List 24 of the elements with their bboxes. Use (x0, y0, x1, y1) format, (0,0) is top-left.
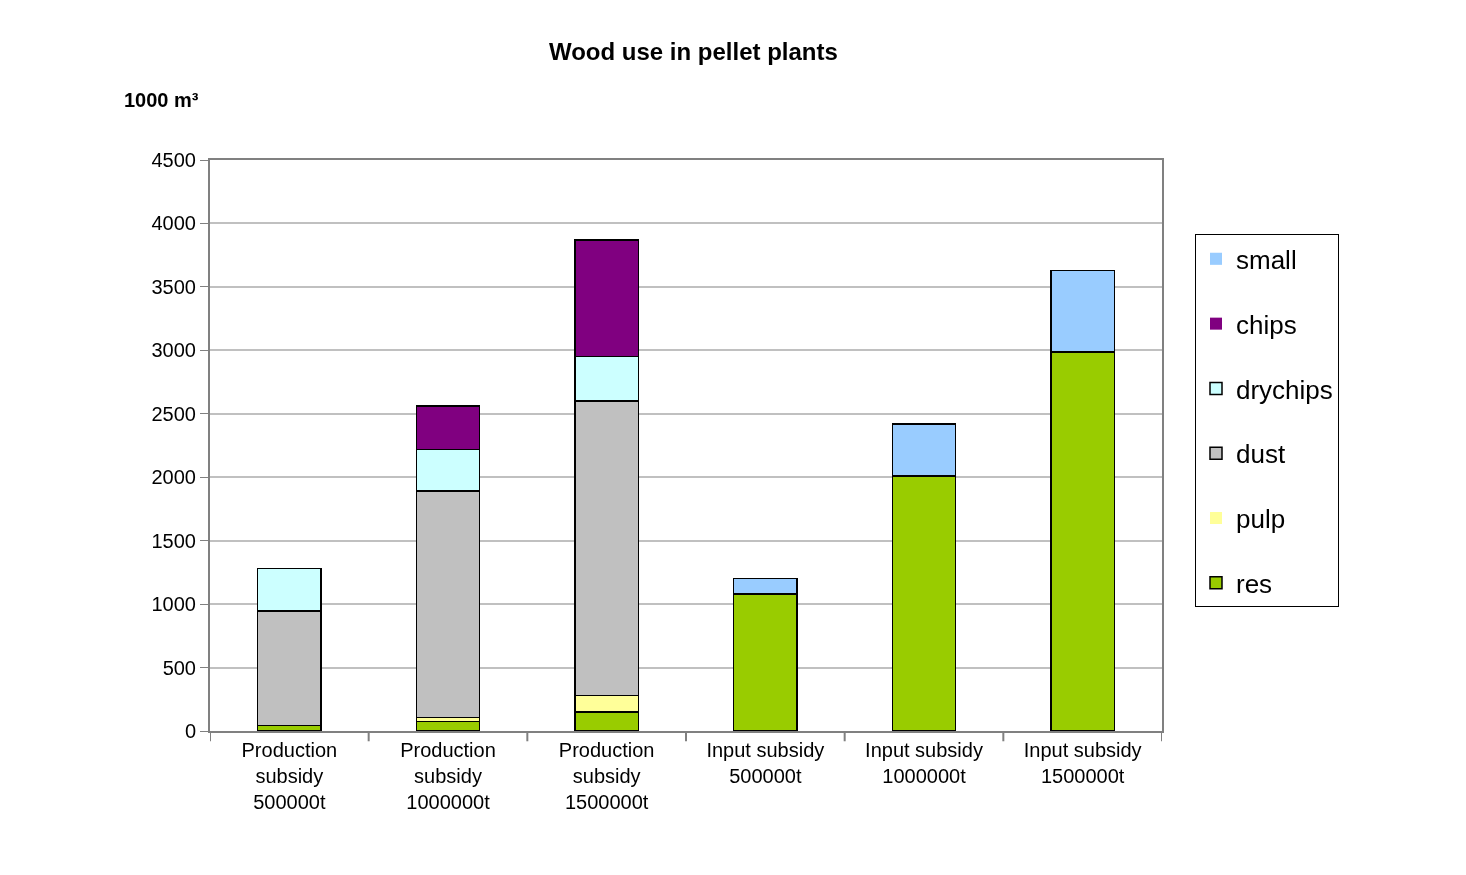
y-tick-label: 500 (162, 656, 196, 679)
legend-label: small (1236, 244, 1297, 275)
x-tick-label: Production subsidy 1500000t (558, 739, 655, 813)
chart-title: Wood use in pellet plants (548, 38, 838, 66)
x-tick-label: Input subsidy 500000t (706, 739, 825, 787)
x-tick-label: Input subsidy 1500000t (1023, 739, 1142, 787)
y-axis-title: 1000 m³ (124, 89, 199, 111)
legend-label: drychips (1236, 374, 1333, 405)
y-tick-label: 4000 (151, 212, 196, 235)
x-tick-label: Production subsidy 1000000t (400, 739, 496, 813)
legend-label: chips (1236, 309, 1297, 340)
y-tick-label: 2000 (151, 466, 196, 489)
y-tick-label: 1000 (151, 593, 196, 616)
y-tick-label: 1500 (151, 529, 196, 552)
y-tick-label: 4500 (151, 149, 196, 171)
legend-label: pulp (1236, 504, 1286, 535)
x-tick-label: Input subsidy 1000000t (865, 739, 983, 787)
y-tick-label: 2500 (151, 402, 196, 425)
y-tick-label: 3500 (151, 275, 196, 298)
y-tick-label: 3000 (151, 339, 196, 362)
legend-label: res (1236, 568, 1273, 599)
y-tick-label: 0 (184, 720, 196, 742)
x-tick-label: Production subsidy 500000t (241, 739, 338, 813)
legend-label: dust (1236, 439, 1286, 470)
